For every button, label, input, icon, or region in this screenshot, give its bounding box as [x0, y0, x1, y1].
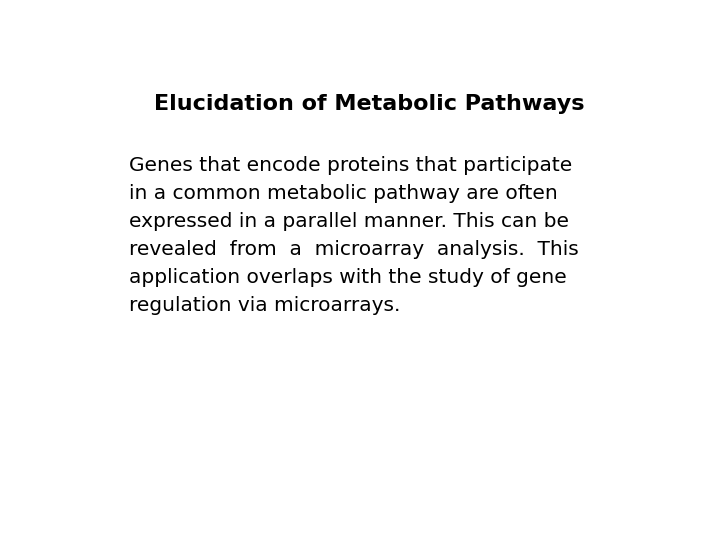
Text: Genes that encode proteins that participate
in a common metabolic pathway are of: Genes that encode proteins that particip…: [129, 156, 579, 315]
Text: Elucidation of Metabolic Pathways: Elucidation of Metabolic Pathways: [154, 94, 584, 114]
